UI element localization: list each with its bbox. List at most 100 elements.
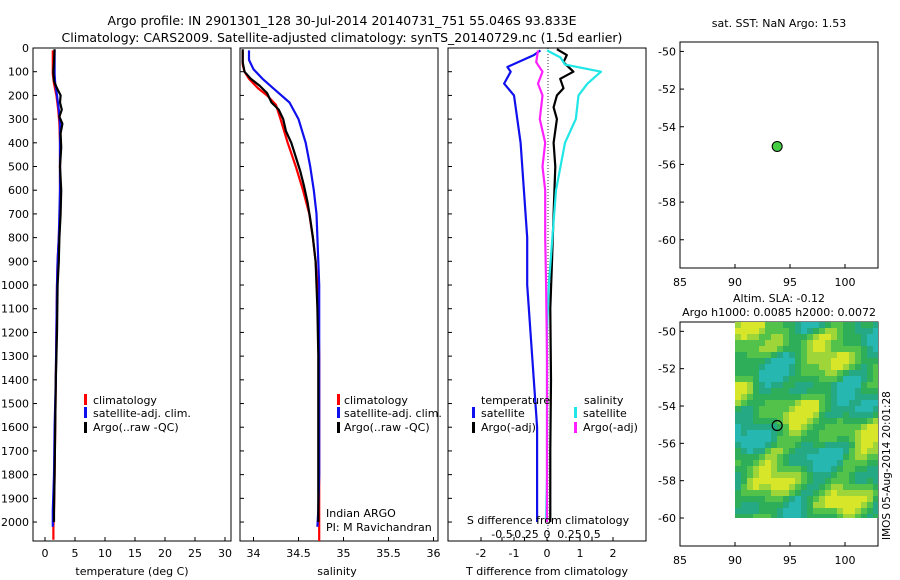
sla-heat-cell (735, 334, 741, 340)
difference-legend-swatch-s-satellite (574, 407, 577, 418)
sla-heat-cell (777, 394, 783, 400)
sla-heat-cell (849, 454, 855, 460)
sla-heat-cell (765, 340, 771, 346)
sla-heat-cell (831, 502, 837, 508)
sla-heat-cell (843, 364, 849, 370)
sla-heat-cell (741, 514, 747, 518)
sla-heat-cell (819, 388, 825, 394)
sla-heat-cell (819, 412, 825, 418)
sla-heat-cell (759, 466, 765, 472)
sla-heat-cell (801, 394, 807, 400)
sla-heat-cell (759, 490, 765, 496)
sla-heat-cell (831, 340, 837, 346)
sla-heat-cell (849, 460, 855, 466)
sla-heat-cell (819, 496, 825, 502)
sla-heat-cell (771, 484, 777, 490)
sla-heat-cell (789, 406, 795, 412)
depth-axis: 0 100 200 300 400 500 600 700 800 900 1000 1100 1200… (1, 42, 452, 529)
sla-heat-cell (861, 436, 867, 442)
sla-heat-cell (807, 424, 813, 430)
sla-heat-cell (795, 322, 801, 328)
sla-heat-cell (783, 442, 789, 448)
sla-heat-cell (783, 436, 789, 442)
sla-heat-cell (837, 478, 843, 484)
sla-heat-cell (825, 484, 831, 490)
sla-heat-cell (807, 442, 813, 448)
sla-heat-cell (789, 352, 795, 358)
difference-line-1 (549, 48, 575, 522)
sla-heat-cell (795, 376, 801, 382)
sla-heat-cell (855, 358, 861, 364)
sla-heat-cell (831, 388, 837, 394)
sla-heat-cell (819, 394, 825, 400)
sla-heat-cell (867, 478, 873, 484)
sla-heat-cell (813, 364, 819, 370)
sla-heat-cell (861, 418, 867, 424)
salinity-legend-climatology: climatology (344, 394, 408, 407)
sla-heat-cell (831, 364, 837, 370)
sla-heat-cell (807, 484, 813, 490)
sla-heat-cell (855, 508, 861, 514)
sla-heat-cell (837, 334, 843, 340)
sla-heat-cell (771, 370, 777, 376)
sla-heat-cell (807, 418, 813, 424)
sla-heat-cell (819, 490, 825, 496)
sla-heat-cell (753, 478, 759, 484)
sla-heat-cell (765, 448, 771, 454)
sla-heat-cell (831, 358, 837, 364)
sla-heat-cell (819, 376, 825, 382)
sla-heat-cell (789, 346, 795, 352)
sla-heat-cell (801, 472, 807, 478)
sla-heat-cell (873, 328, 878, 334)
sla-heat-cell (747, 466, 753, 472)
sla-heat-cell (807, 430, 813, 436)
sla-heat-cell (771, 406, 777, 412)
sla-heat-cell (813, 370, 819, 376)
sla-heat-cell (861, 424, 867, 430)
sla-heat-cell (807, 514, 813, 518)
sla-heat-cell (753, 394, 759, 400)
sla-heat-cell (765, 376, 771, 382)
sla-heat-cell (849, 328, 855, 334)
sla-heat-cell (819, 466, 825, 472)
difference-s-x-tick-label: -0.5 (491, 528, 512, 541)
sla-heat-cell (741, 388, 747, 394)
sla-heat-cell (783, 502, 789, 508)
sla-heat-cell (753, 514, 759, 518)
sla-heat-cell (849, 502, 855, 508)
sla-heat-cell (861, 358, 867, 364)
sla-heat-cell (861, 478, 867, 484)
sla-heat-cell (819, 382, 825, 388)
sla-heat-cell (789, 502, 795, 508)
sla-heat-cell (783, 340, 789, 346)
sla-heat-cell (825, 496, 831, 502)
sla-heat-cell (753, 406, 759, 412)
sla-heat-cell (795, 478, 801, 484)
sla-heat-cell (819, 436, 825, 442)
sla-heat-cell (837, 406, 843, 412)
header-line-1: Argo profile: IN 2901301_128 30-Jul-2014… (108, 13, 577, 28)
sla-heat-cell (861, 454, 867, 460)
sla-heat-cell (873, 454, 878, 460)
sla-heat-cell (765, 382, 771, 388)
sla-heat-cell (873, 490, 878, 496)
sla-heat-cell (873, 484, 878, 490)
sla-heat-cell (873, 358, 878, 364)
sla-heat-cell (825, 436, 831, 442)
sla-heat-cell (837, 472, 843, 478)
sla-heat-cell (735, 400, 741, 406)
sla-heat-cell (873, 478, 878, 484)
sla-heat-cell (855, 388, 861, 394)
sla-heat-cell (735, 328, 741, 334)
sla-heat-cell (753, 346, 759, 352)
sla-heat-cell (765, 442, 771, 448)
sla-heat-cell (849, 514, 855, 518)
sla-heat-cell (765, 430, 771, 436)
sla-heat-cell (849, 466, 855, 472)
sla-heat-cell (873, 382, 878, 388)
sla-heat-cell (801, 400, 807, 406)
sla-heat-cell (867, 334, 873, 340)
sla-heat-cell (819, 454, 825, 460)
depth-tick-label: 1500 (1, 398, 29, 411)
sla-heat-cell (741, 328, 747, 334)
